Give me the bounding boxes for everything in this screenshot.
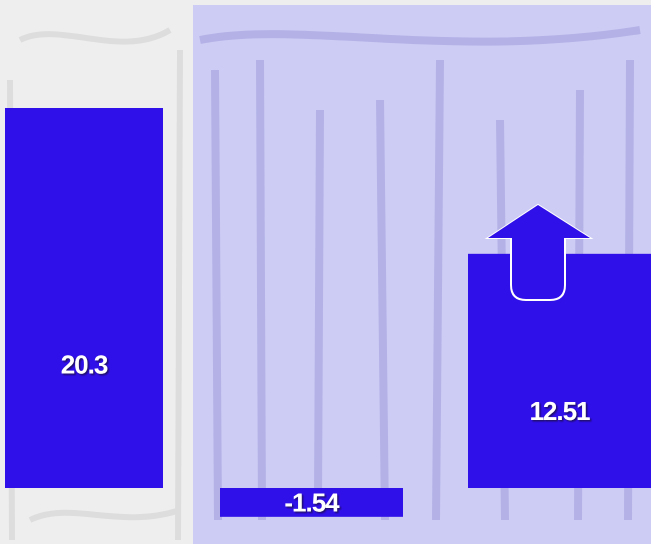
value-label: -1.54	[284, 487, 340, 517]
bar	[220, 488, 403, 517]
value-label: 20.3	[61, 349, 108, 379]
value-label: 12.51	[529, 396, 590, 426]
arrow-head	[488, 205, 590, 238]
bar	[5, 108, 163, 488]
up-arrow	[484, 203, 594, 301]
